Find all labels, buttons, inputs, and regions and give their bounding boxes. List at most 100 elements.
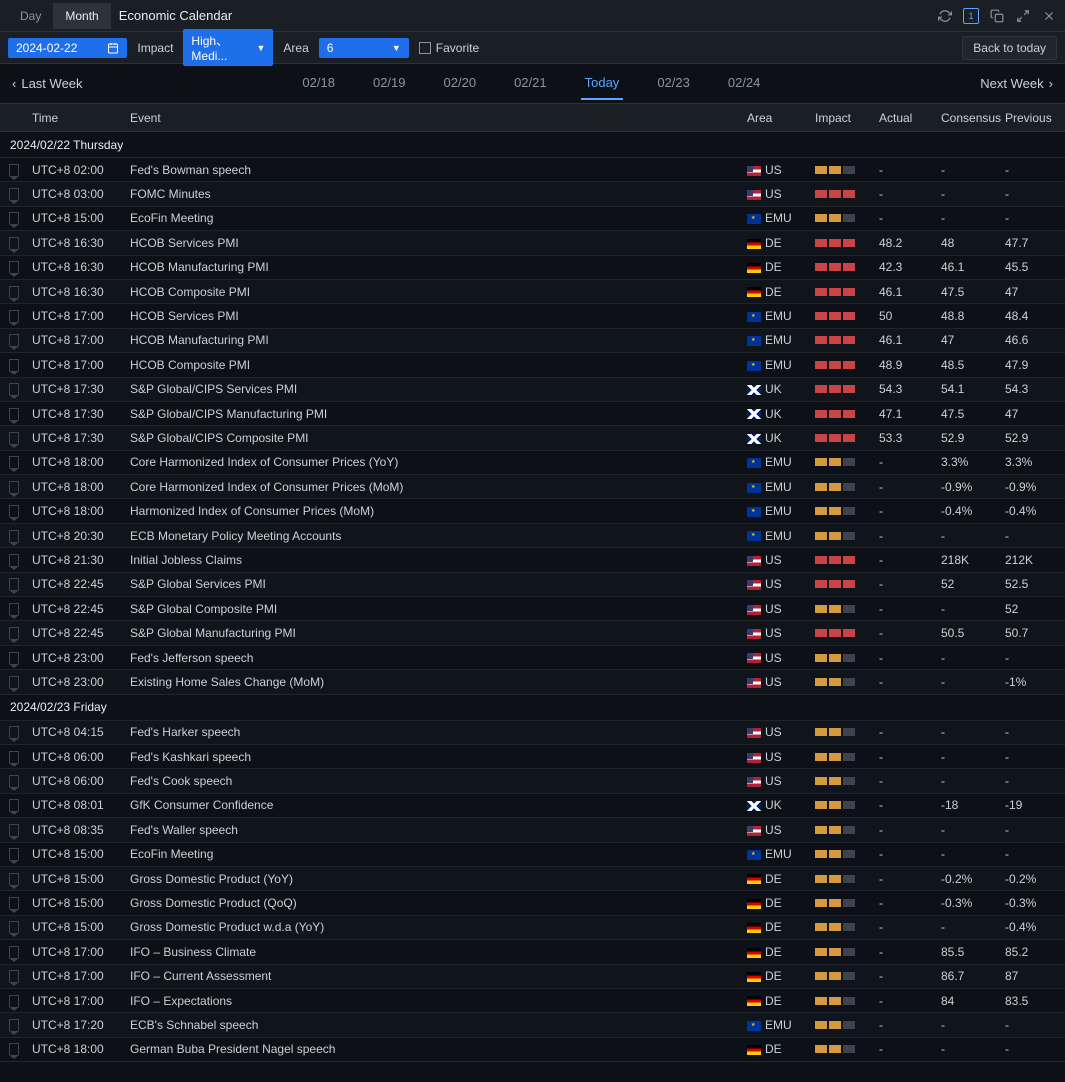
tab-day[interactable]: Day — [8, 3, 53, 29]
table-row[interactable]: UTC+8 17:00IFO – Current AssessmentDE-86… — [0, 965, 1065, 989]
table-row[interactable]: UTC+8 21:30Initial Jobless ClaimsUS-218K… — [0, 548, 1065, 572]
bookmark-button[interactable] — [0, 188, 28, 200]
favorite-checkbox[interactable]: Favorite — [419, 41, 479, 55]
bookmark-button[interactable] — [0, 481, 28, 493]
bookmark-button[interactable] — [0, 751, 28, 763]
back-to-today-button[interactable]: Back to today — [962, 36, 1057, 60]
bookmark-button[interactable] — [0, 432, 28, 444]
bookmark-button[interactable] — [0, 554, 28, 566]
week-date[interactable]: 02/23 — [653, 67, 694, 100]
table-row[interactable]: UTC+8 18:00German Buba President Nagel s… — [0, 1038, 1065, 1062]
table-row[interactable]: UTC+8 15:00Gross Domestic Product (QoQ)D… — [0, 891, 1065, 915]
bookmark-button[interactable] — [0, 530, 28, 542]
bookmark-button[interactable] — [0, 1043, 28, 1055]
area-filter-select[interactable]: 6 ▼ — [319, 38, 409, 58]
table-row[interactable]: UTC+8 08:01GfK Consumer ConfidenceUK--18… — [0, 794, 1065, 818]
table-row[interactable]: UTC+8 17:00HCOB Services PMIEMU5048.848.… — [0, 304, 1065, 328]
bookmark-button[interactable] — [0, 310, 28, 322]
table-row[interactable]: UTC+8 22:45S&P Global Composite PMIUS--5… — [0, 597, 1065, 621]
table-row[interactable]: UTC+8 18:00Core Harmonized Index of Cons… — [0, 475, 1065, 499]
bookmark-button[interactable] — [0, 261, 28, 273]
bookmark-button[interactable] — [0, 164, 28, 176]
bookmark-button[interactable] — [0, 824, 28, 836]
week-date[interactable]: 02/18 — [298, 67, 339, 100]
week-date[interactable]: 02/21 — [510, 67, 551, 100]
table-row[interactable]: UTC+8 17:30S&P Global/CIPS Manufacturing… — [0, 402, 1065, 426]
bookmark-button[interactable] — [0, 505, 28, 517]
refresh-icon[interactable] — [937, 8, 953, 24]
table-row[interactable]: UTC+8 17:00HCOB Composite PMIEMU48.948.5… — [0, 353, 1065, 377]
next-week-button[interactable]: Next Week › — [980, 76, 1053, 91]
bookmark-button[interactable] — [0, 726, 28, 738]
impact-filter-select[interactable]: High、Medi... ▼ — [183, 29, 273, 66]
table-row[interactable]: UTC+8 03:00FOMC MinutesUS--- — [0, 182, 1065, 206]
table-row[interactable]: UTC+8 22:45S&P Global Services PMIUS-525… — [0, 573, 1065, 597]
table-row[interactable]: UTC+8 16:30HCOB Manufacturing PMIDE42.34… — [0, 256, 1065, 280]
bookmark-button[interactable] — [0, 921, 28, 933]
table-row[interactable]: UTC+8 18:00Core Harmonized Index of Cons… — [0, 451, 1065, 475]
bookmark-button[interactable] — [0, 873, 28, 885]
week-date[interactable]: 02/20 — [440, 67, 481, 100]
table-row[interactable]: UTC+8 15:00Gross Domestic Product w.d.a … — [0, 916, 1065, 940]
table-row[interactable]: UTC+8 17:20ECB's Schnabel speechEMU--- — [0, 1013, 1065, 1037]
table-row[interactable]: UTC+8 17:30S&P Global/CIPS Composite PMI… — [0, 426, 1065, 450]
date-picker[interactable]: 2024-02-22 — [8, 38, 127, 58]
bookmark-button[interactable] — [0, 848, 28, 860]
table-row[interactable]: UTC+8 23:00Existing Home Sales Change (M… — [0, 670, 1065, 694]
bookmark-button[interactable] — [0, 603, 28, 615]
header-impact[interactable]: Impact — [811, 111, 873, 125]
bookmark-button[interactable] — [0, 456, 28, 468]
table-row[interactable]: UTC+8 15:00EcoFin MeetingEMU--- — [0, 207, 1065, 231]
table-body[interactable]: 2024/02/22 ThursdayUTC+8 02:00Fed's Bowm… — [0, 132, 1065, 1082]
bookmark-button[interactable] — [0, 652, 28, 664]
table-row[interactable]: UTC+8 22:45S&P Global Manufacturing PMIU… — [0, 621, 1065, 645]
week-date[interactable]: 02/19 — [369, 67, 410, 100]
header-previous[interactable]: Previous — [1001, 111, 1065, 125]
bookmark-button[interactable] — [0, 286, 28, 298]
header-consensus[interactable]: Consensus — [937, 111, 1001, 125]
header-event[interactable]: Event — [126, 111, 743, 125]
expand-icon[interactable] — [1015, 8, 1031, 24]
tab-month[interactable]: Month — [53, 3, 110, 29]
bookmark-button[interactable] — [0, 799, 28, 811]
bookmark-button[interactable] — [0, 995, 28, 1007]
bookmark-button[interactable] — [0, 1019, 28, 1031]
copy-icon[interactable] — [989, 8, 1005, 24]
bookmark-button[interactable] — [0, 970, 28, 982]
table-row[interactable]: UTC+8 17:30S&P Global/CIPS Services PMIU… — [0, 378, 1065, 402]
header-time[interactable]: Time — [28, 111, 126, 125]
last-week-button[interactable]: ‹ Last Week — [12, 76, 83, 91]
bookmark-button[interactable] — [0, 359, 28, 371]
table-row[interactable]: UTC+8 06:00Fed's Cook speechUS--- — [0, 769, 1065, 793]
table-row[interactable]: UTC+8 18:00Harmonized Index of Consumer … — [0, 499, 1065, 523]
header-area[interactable]: Area — [743, 111, 811, 125]
bookmark-button[interactable] — [0, 775, 28, 787]
bookmark-button[interactable] — [0, 897, 28, 909]
week-date[interactable]: 02/24 — [724, 67, 765, 100]
table-row[interactable]: UTC+8 17:00HCOB Manufacturing PMIEMU46.1… — [0, 329, 1065, 353]
bookmark-button[interactable] — [0, 237, 28, 249]
bookmark-button[interactable] — [0, 946, 28, 958]
bookmark-button[interactable] — [0, 408, 28, 420]
table-row[interactable]: UTC+8 08:35Fed's Waller speechUS--- — [0, 818, 1065, 842]
week-date[interactable]: Today — [581, 67, 624, 100]
bookmark-button[interactable] — [0, 627, 28, 639]
bookmark-button[interactable] — [0, 578, 28, 590]
bookmark-button[interactable] — [0, 383, 28, 395]
bookmark-button[interactable] — [0, 334, 28, 346]
table-row[interactable]: UTC+8 02:00Fed's Bowman speechUS--- — [0, 158, 1065, 182]
table-row[interactable]: UTC+8 20:30ECB Monetary Policy Meeting A… — [0, 524, 1065, 548]
bookmark-button[interactable] — [0, 676, 28, 688]
table-row[interactable]: UTC+8 16:30HCOB Composite PMIDE46.147.54… — [0, 280, 1065, 304]
table-row[interactable]: UTC+8 17:00IFO – ExpectationsDE-8483.5 — [0, 989, 1065, 1013]
table-row[interactable]: UTC+8 17:00IFO – Business ClimateDE-85.5… — [0, 940, 1065, 964]
bookmark-button[interactable] — [0, 212, 28, 224]
table-row[interactable]: UTC+8 06:00Fed's Kashkari speechUS--- — [0, 745, 1065, 769]
table-row[interactable]: UTC+8 15:00EcoFin MeetingEMU--- — [0, 843, 1065, 867]
header-actual[interactable]: Actual — [873, 111, 937, 125]
table-row[interactable]: UTC+8 23:00Fed's Jefferson speechUS--- — [0, 646, 1065, 670]
number-box-icon[interactable]: 1 — [963, 8, 979, 24]
table-row[interactable]: UTC+8 16:30HCOB Services PMIDE48.24847.7 — [0, 231, 1065, 255]
table-row[interactable]: UTC+8 15:00Gross Domestic Product (YoY)D… — [0, 867, 1065, 891]
table-row[interactable]: UTC+8 04:15Fed's Harker speechUS--- — [0, 721, 1065, 745]
